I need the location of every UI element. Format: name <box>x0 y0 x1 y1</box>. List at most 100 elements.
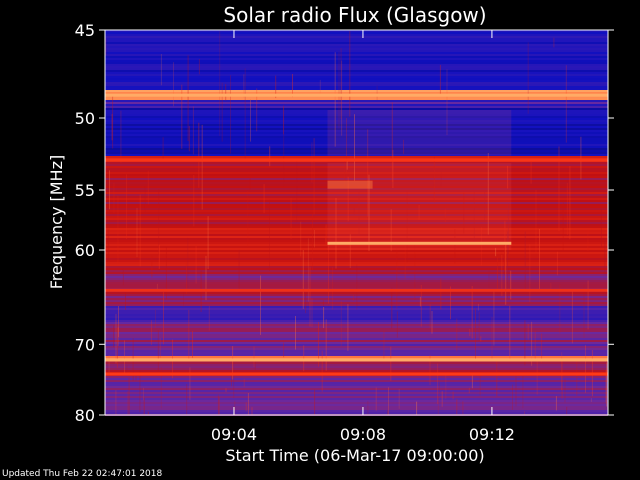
emission-line <box>105 358 608 362</box>
freq-row <box>105 296 608 298</box>
y-tick-label: 60 <box>75 241 95 260</box>
freq-row <box>105 162 608 164</box>
freq-row <box>105 60 608 62</box>
time-stripe <box>559 284 561 334</box>
freq-row <box>105 396 608 398</box>
freq-row <box>105 32 608 34</box>
time-stripe <box>564 379 566 403</box>
x-tick-label: 09:12 <box>469 425 515 444</box>
freq-row <box>105 68 608 70</box>
time-stripe <box>122 268 124 286</box>
time-stripe <box>187 55 189 141</box>
time-stripe <box>219 31 221 136</box>
time-stripe <box>565 65 567 143</box>
time-stripe <box>160 367 162 409</box>
freq-row <box>105 276 608 278</box>
time-stripe <box>468 387 470 394</box>
time-stripe <box>247 190 249 248</box>
freq-row <box>105 398 608 400</box>
freq-row <box>105 194 608 196</box>
time-stripe <box>319 79 321 94</box>
time-stripe <box>232 346 234 380</box>
time-stripe <box>144 186 146 213</box>
time-stripe <box>431 311 433 334</box>
time-stripe <box>471 375 473 389</box>
freq-row <box>105 248 608 250</box>
time-stripe <box>420 284 422 327</box>
freq-row <box>105 56 608 58</box>
time-stripe <box>193 175 195 227</box>
time-stripe <box>349 234 351 268</box>
time-stripe <box>151 255 153 278</box>
freq-row <box>105 90 608 92</box>
chart-title: Solar radio Flux (Glasgow) <box>223 3 486 27</box>
freq-row <box>105 42 608 44</box>
time-stripe <box>396 311 398 338</box>
time-stripe <box>187 237 189 289</box>
time-stripe <box>338 51 340 129</box>
time-stripe <box>234 400 236 415</box>
freq-row <box>105 50 608 52</box>
time-stripe <box>139 194 141 267</box>
time-stripe <box>292 74 293 98</box>
freq-row <box>105 250 608 252</box>
freq-row <box>105 390 608 392</box>
plot-area <box>104 29 609 416</box>
freq-row <box>105 152 608 154</box>
freq-row <box>105 54 608 56</box>
time-stripe <box>162 137 164 161</box>
time-stripe <box>269 199 270 271</box>
time-stripe <box>418 205 420 220</box>
time-stripe <box>446 69 448 136</box>
freq-row <box>105 354 608 356</box>
freq-row <box>105 220 608 222</box>
time-stripe <box>332 266 334 310</box>
time-stripe <box>437 396 439 415</box>
time-stripe <box>231 375 232 387</box>
time-stripe <box>550 283 552 290</box>
time-stripe <box>504 220 506 271</box>
freq-row <box>105 356 608 358</box>
time-stripe <box>183 292 184 307</box>
freq-row <box>105 138 608 140</box>
time-stripe <box>221 82 223 142</box>
time-stripe <box>475 308 476 360</box>
time-stripe <box>507 165 509 189</box>
time-stripe <box>571 291 573 344</box>
freq-row <box>105 212 608 214</box>
freq-row <box>105 178 608 180</box>
time-stripe <box>126 174 128 239</box>
freq-row <box>105 306 608 308</box>
time-stripe <box>347 304 349 351</box>
time-stripe <box>349 31 351 117</box>
freq-row <box>105 88 608 90</box>
time-stripe <box>429 304 431 329</box>
time-stripe <box>340 48 342 120</box>
time-stripe <box>390 346 392 381</box>
time-stripe <box>335 198 337 269</box>
freq-row <box>105 280 608 282</box>
freq-row <box>105 384 608 386</box>
time-stripe <box>480 336 482 342</box>
freq-row <box>105 124 608 126</box>
time-stripe <box>527 323 529 340</box>
freq-row <box>105 346 608 348</box>
time-stripe <box>205 255 207 301</box>
freq-row <box>105 234 608 236</box>
time-stripe <box>344 160 346 187</box>
freq-row <box>105 316 608 318</box>
freq-row <box>105 62 608 64</box>
freq-row <box>105 252 608 254</box>
time-stripe <box>300 221 302 257</box>
time-stripe <box>188 126 190 152</box>
freq-row <box>105 92 608 94</box>
time-stripe <box>225 84 227 101</box>
freq-row <box>105 412 608 414</box>
time-stripe <box>388 387 389 415</box>
time-stripe <box>290 198 292 239</box>
time-stripe <box>580 136 582 180</box>
time-stripe <box>189 367 191 400</box>
freq-row <box>105 310 608 312</box>
freq-row <box>105 134 608 136</box>
freq-row <box>105 198 608 200</box>
